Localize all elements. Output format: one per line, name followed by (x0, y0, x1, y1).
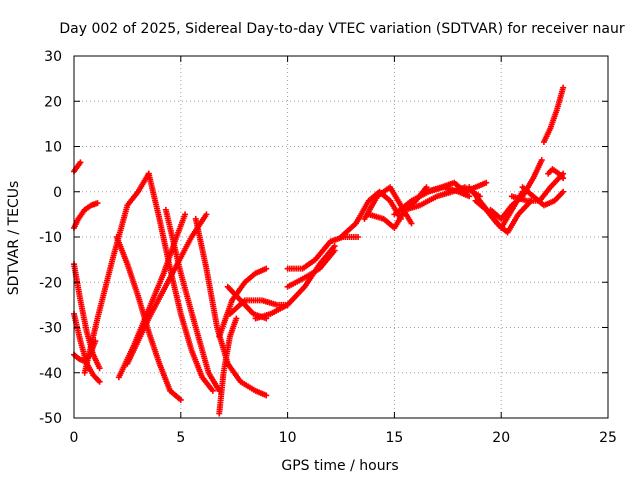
data-point (203, 211, 210, 218)
x-tick-label: 25 (599, 430, 617, 446)
series-arc-p (226, 297, 291, 317)
data-point (263, 392, 270, 399)
data-point (182, 211, 189, 218)
data-point (560, 84, 567, 91)
data-point (177, 396, 184, 403)
series-arc-g (145, 170, 216, 394)
x-tick-label: 15 (385, 430, 403, 446)
series-arc-ac (508, 170, 567, 204)
data-point (466, 193, 473, 200)
data-point (263, 265, 270, 272)
data-point (96, 378, 103, 385)
x-tick-label: 0 (70, 430, 79, 446)
y-tick-label: 30 (44, 49, 62, 65)
data-point (209, 387, 216, 394)
y-tick-label: 10 (44, 140, 62, 156)
series-arc-s (284, 247, 338, 290)
data-points (71, 84, 567, 417)
series-arc-aa (472, 197, 535, 236)
y-tick-label: 0 (53, 185, 62, 201)
data-point (408, 220, 415, 227)
data-point (331, 247, 338, 254)
x-axis-label: GPS time / hours (281, 458, 398, 474)
series-arc-b (71, 200, 101, 231)
y-tick-label: -20 (39, 275, 62, 291)
y-tick-label: -40 (39, 366, 62, 382)
data-point (560, 175, 567, 182)
y-tick-label: -10 (39, 230, 62, 246)
data-point (96, 365, 103, 372)
x-tick-label: 5 (176, 430, 185, 446)
chart-title: Day 002 of 2025, Sidereal Day-to-day VTE… (59, 21, 625, 37)
series-arc-k (162, 206, 223, 394)
series-arc-ab (487, 157, 545, 222)
data-point (483, 179, 490, 186)
series-arc-af (540, 84, 567, 145)
data-point (355, 234, 362, 240)
data-point (538, 157, 545, 164)
series-arc-m (216, 315, 240, 417)
x-axis-ticks: 0 5 10 15 20 25 (70, 56, 617, 446)
data-point (560, 188, 567, 195)
series-arc-y (423, 179, 490, 195)
y-tick-label: 20 (44, 94, 62, 110)
series-arc-ae (545, 166, 567, 182)
grid-lines (74, 56, 608, 418)
y-axis-label: SDTVAR / TECUs (6, 181, 22, 296)
series-arc-n (216, 265, 270, 340)
x-tick-label: 20 (492, 430, 510, 446)
y-axis-ticks: -50 -40 -30 -20 -10 0 10 20 30 (39, 49, 608, 427)
data-point (94, 200, 101, 207)
x-tick-label: 10 (279, 430, 297, 446)
series-arc-a (71, 159, 84, 175)
series-arc-ad (519, 184, 567, 209)
series-arc-h (113, 234, 184, 403)
y-tick-label: -30 (39, 321, 62, 337)
y-tick-label: -50 (39, 411, 62, 427)
data-point (233, 315, 240, 322)
series-arc-f (81, 170, 152, 376)
data-point (77, 159, 84, 166)
